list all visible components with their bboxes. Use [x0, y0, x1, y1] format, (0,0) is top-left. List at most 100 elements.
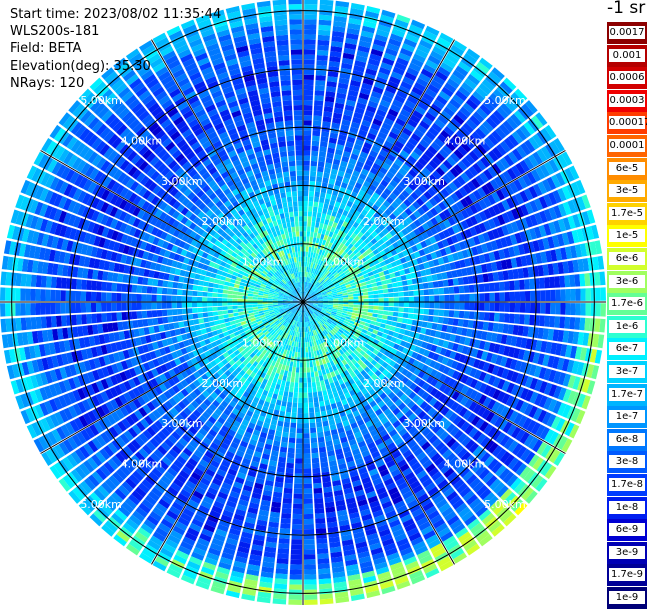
radar-cell [319, 452, 326, 458]
radar-cell [304, 105, 313, 110]
radar-cell [309, 191, 314, 196]
radar-cell [310, 171, 316, 176]
radar-cell [304, 509, 313, 514]
radar-cell [299, 378, 303, 383]
radar-cell [298, 347, 301, 352]
radar-cell [305, 262, 307, 267]
radar-cell [316, 70, 327, 76]
radar-cell [448, 318, 454, 325]
radar-cell [304, 39, 316, 44]
radar-cell [370, 279, 376, 284]
radar-cell [320, 218, 325, 224]
radar-cell [343, 295, 348, 298]
radar-cell [379, 302, 384, 306]
radar-cell [303, 363, 306, 368]
radar-cell [315, 513, 325, 519]
radar-cell [317, 233, 321, 239]
radar-cell [287, 376, 291, 382]
radar-cell [304, 80, 314, 85]
radar-cell [464, 285, 470, 293]
radar-cell [555, 303, 560, 314]
radar-cell [311, 156, 318, 162]
radar-cell [317, 50, 328, 56]
radar-cell [480, 293, 485, 301]
radar-cell [366, 316, 372, 320]
radar-cell [409, 291, 414, 296]
radar-cell [422, 276, 428, 282]
radar-cell [305, 267, 307, 272]
radar-cell [321, 467, 329, 473]
radar-cell [303, 231, 306, 236]
radar-cell [599, 319, 605, 333]
radar-cell [296, 443, 303, 448]
radar-cell [403, 291, 408, 296]
radar-cell [591, 303, 596, 316]
radar-cell [424, 289, 429, 295]
radar-cell [304, 60, 315, 65]
radar-cell [292, 519, 302, 524]
radar-cell [474, 303, 479, 311]
radar-cell [303, 347, 305, 352]
radar-cell [333, 304, 338, 306]
radar-cell [375, 322, 381, 327]
radar-cell [316, 538, 327, 544]
radar-cell [539, 278, 545, 289]
radar-cell [540, 303, 545, 314]
radar-cell [574, 274, 580, 287]
radar-cell [485, 293, 490, 301]
radar-cell [285, 365, 289, 371]
radar-cell [309, 402, 314, 407]
radar-cell [313, 120, 321, 126]
radar-cell [483, 322, 489, 331]
radar-cell [371, 317, 377, 321]
radar-cell [580, 288, 585, 301]
radar-cell [317, 166, 324, 172]
radar-cell [314, 503, 323, 509]
radar-cell [275, 482, 284, 488]
radar-cell [320, 141, 328, 147]
radar-cell [280, 369, 285, 375]
radar-cell [318, 437, 325, 443]
radar-cell [514, 280, 520, 290]
radar-cell [413, 314, 419, 320]
radar-cell [317, 365, 321, 371]
radar-cell [402, 318, 408, 323]
radar-cell [434, 309, 439, 315]
radar-cell [290, 564, 302, 569]
radar-cell [312, 387, 317, 393]
radar-cell [403, 308, 408, 313]
radar-cell [393, 292, 398, 297]
radar-cell [308, 252, 311, 257]
radar-cell [307, 377, 311, 382]
radar-cell [315, 85, 325, 91]
radar-cell [290, 574, 302, 579]
radar-cell [314, 227, 318, 233]
radar-cell [315, 192, 320, 198]
radar-cell [303, 221, 307, 226]
radar-cell [443, 280, 449, 287]
radar-cell [366, 284, 372, 288]
radar-cell [293, 499, 302, 504]
radar-cell [292, 367, 296, 372]
radar-cell [454, 303, 459, 310]
radar-cell [368, 291, 373, 295]
radar-cell [444, 295, 449, 302]
radar-cell [398, 312, 404, 317]
radar-cell [374, 298, 379, 301]
radar-cell [295, 453, 302, 458]
radar-cell [321, 131, 329, 137]
radar-cell [321, 213, 326, 219]
radar-cell [570, 289, 575, 301]
radar-cell [384, 302, 389, 306]
radar-cell [509, 281, 515, 291]
radar-cell [304, 34, 316, 39]
radar-cell [414, 296, 419, 301]
radar-cell [312, 212, 317, 218]
radar-cell [318, 558, 330, 564]
radar-cell [304, 479, 312, 484]
radar-cell [499, 282, 505, 291]
radar-cell [389, 298, 394, 302]
radar-cell [304, 135, 311, 140]
radar-cell [321, 187, 327, 193]
radar-cell [320, 457, 328, 463]
